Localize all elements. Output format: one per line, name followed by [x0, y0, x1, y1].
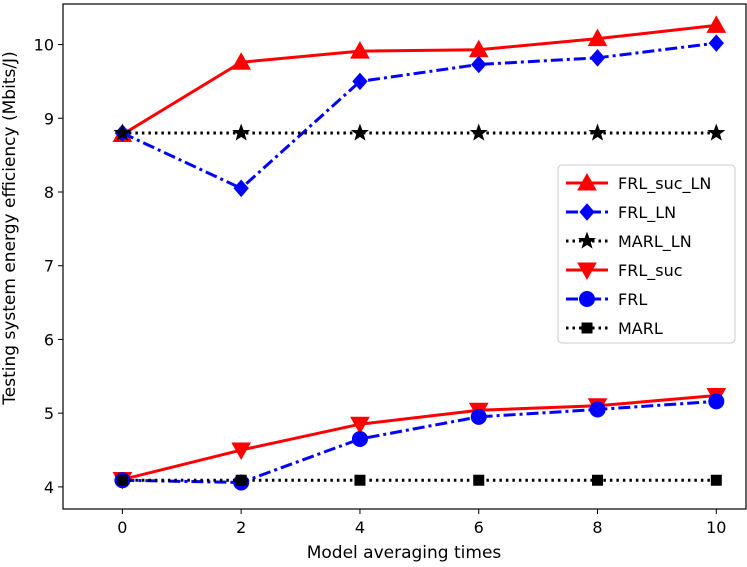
- legend-item-frl-ln: FRL_LN: [566, 203, 676, 223]
- data-point: [231, 442, 252, 461]
- data-point: [350, 41, 370, 59]
- series-frl-suc-ln: [112, 15, 727, 142]
- x-axis: 0 2 4 6 8 10: [117, 509, 726, 537]
- legend-label: FRL_suc_LN: [618, 174, 711, 194]
- y-tick-label: 9: [44, 109, 54, 128]
- legend-item-marl-ln: MARL_LN: [566, 231, 692, 252]
- x-tick-label: 4: [355, 518, 365, 537]
- plot-area: [112, 15, 727, 491]
- data-point: [233, 179, 249, 198]
- data-point: [706, 15, 727, 33]
- data-point: [587, 28, 608, 47]
- legend-label: MARL: [618, 319, 663, 338]
- legend: FRL_suc_LN FRL_LN MARL_LN FRL_suc FRL MARL: [557, 164, 736, 344]
- y-tick-label: 6: [44, 330, 54, 349]
- data-point: [231, 52, 252, 70]
- data-point: [113, 123, 132, 141]
- data-point: [232, 123, 251, 141]
- series-line-frl: [122, 399, 717, 484]
- y-axis-label: Testing system energy efficiency (Mbits/…: [0, 51, 20, 405]
- series-line-frl-ln: [121, 41, 717, 190]
- series-frl: [114, 393, 725, 491]
- x-tick-label: 8: [592, 518, 602, 537]
- legend-label: FRL_LN: [618, 203, 676, 223]
- x-tick-label: 6: [474, 518, 484, 537]
- series-frl-suc: [112, 387, 727, 490]
- legend-marker: [577, 262, 597, 281]
- data-point: [589, 401, 606, 418]
- data-point: [350, 123, 369, 141]
- plot-frame: [62, 3, 747, 510]
- legend-item-frl-suc: FRL_suc: [566, 261, 683, 281]
- data-point: [470, 408, 487, 425]
- legend-label: FRL_suc: [618, 261, 683, 281]
- data-point: [708, 393, 725, 410]
- x-tick-label: 10: [706, 518, 726, 537]
- y-tick-label: 4: [44, 478, 54, 497]
- data-point: [354, 474, 366, 486]
- x-axis-label: Model averaging times: [307, 543, 502, 563]
- data-point: [352, 72, 368, 91]
- series-marl: [116, 474, 722, 486]
- data-point: [708, 34, 724, 52]
- legend-label: FRL: [618, 290, 647, 309]
- data-point: [707, 123, 726, 141]
- data-point: [710, 474, 722, 486]
- y-axis: 4 5 6 7 8 9 10: [34, 36, 63, 497]
- legend-item-frl: FRL: [566, 290, 647, 309]
- data-point: [351, 430, 368, 447]
- legend-marker: [579, 291, 595, 307]
- x-tick-label: 2: [236, 518, 246, 537]
- data-point: [471, 55, 487, 74]
- data-point: [473, 474, 485, 486]
- legend-marker: [579, 203, 595, 221]
- legend-box: [557, 164, 736, 344]
- legend-item-frl-suc-ln: FRL_suc_LN: [566, 172, 711, 194]
- legend-marker: [581, 322, 593, 334]
- legend-label: MARL_LN: [618, 232, 692, 252]
- data-point: [592, 474, 604, 486]
- legend-marker: [577, 172, 597, 191]
- y-tick-label: 8: [44, 183, 54, 202]
- series-line-frl-suc: [122, 393, 717, 481]
- legend-item-marl: MARL: [566, 319, 663, 338]
- data-point: [589, 49, 606, 67]
- data-point: [350, 416, 370, 435]
- series-marl-ln: [113, 123, 726, 141]
- data-point: [588, 123, 607, 141]
- legend-marker: [577, 231, 597, 249]
- y-tick-label: 7: [44, 257, 54, 276]
- data-point: [116, 474, 128, 486]
- y-tick-label: 5: [44, 404, 54, 423]
- data-point: [235, 474, 247, 486]
- series-line-frl-suc-ln: [121, 23, 717, 136]
- data-point: [469, 123, 488, 141]
- x-tick-label: 0: [117, 518, 127, 537]
- y-tick-label: 10: [34, 36, 54, 55]
